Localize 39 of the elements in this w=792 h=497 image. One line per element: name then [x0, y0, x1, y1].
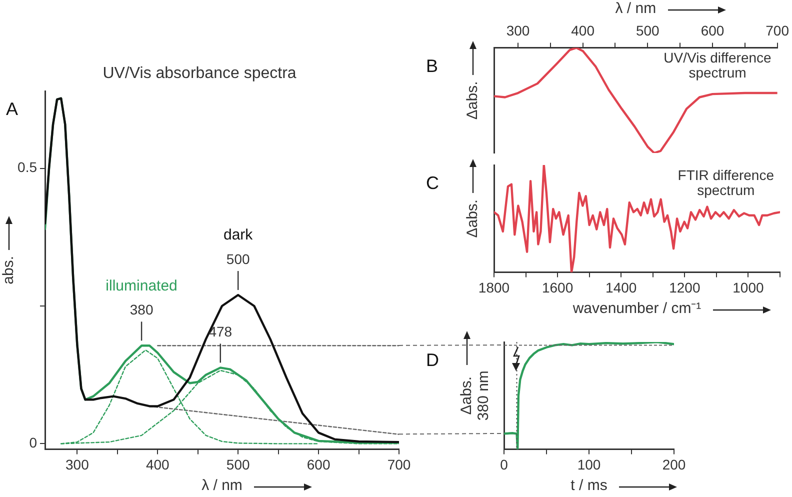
x-tick-label: 400	[146, 456, 170, 472]
annotation: 478	[208, 324, 232, 340]
chart-title: UV/Vis absorbance spectra	[102, 65, 296, 82]
x-tick-label: 500	[636, 22, 660, 38]
x-tick-label: 500	[226, 456, 250, 472]
x-tick-label: 300	[66, 456, 90, 472]
x-tick-label: 700	[387, 456, 411, 472]
x-tick-label: 600	[306, 456, 330, 472]
x-tick-label: 1800	[478, 279, 510, 296]
x-tick-label: 200	[662, 456, 686, 472]
text: B	[426, 56, 438, 76]
annotation: 500	[226, 250, 250, 267]
x-tick-label: 600	[700, 22, 724, 38]
annotation: FTIR difference spectrum	[678, 166, 774, 198]
y-axis-title: abs.	[0, 256, 17, 284]
y-axis-title: Δabs. 380 nm	[458, 370, 492, 421]
x-tick-label: 1200	[669, 279, 700, 296]
x-tick-label: 700	[766, 22, 790, 38]
x-tick-label: 1000	[732, 279, 764, 296]
x-tick-label: 300	[506, 22, 530, 38]
x-tick-label: 100	[577, 456, 601, 472]
text: dark	[223, 226, 254, 244]
text: C	[426, 172, 439, 193]
annotation: UV/Vis difference spectrum	[664, 50, 772, 81]
x-tick-label: 400	[571, 22, 595, 38]
x-axis-title: λ / nm	[615, 0, 656, 18]
y-axis-title: Δabs.	[464, 81, 481, 120]
x-tick-label: 1600	[542, 279, 574, 296]
text: D	[426, 350, 439, 370]
text: illuminated	[106, 277, 178, 294]
x-axis-title: wavenumber / cm⁻¹	[572, 300, 702, 318]
x-axis-title: t / ms	[570, 477, 608, 494]
annotation: 380	[130, 302, 154, 318]
text: A	[6, 99, 18, 120]
x-axis-title: λ / nm	[202, 477, 242, 494]
y-axis-title: Δabs.	[464, 199, 481, 238]
x-tick-label: 1400	[606, 279, 637, 296]
y-tick-label: 0.5	[18, 159, 38, 176]
x-tick-label: 0	[500, 456, 508, 472]
